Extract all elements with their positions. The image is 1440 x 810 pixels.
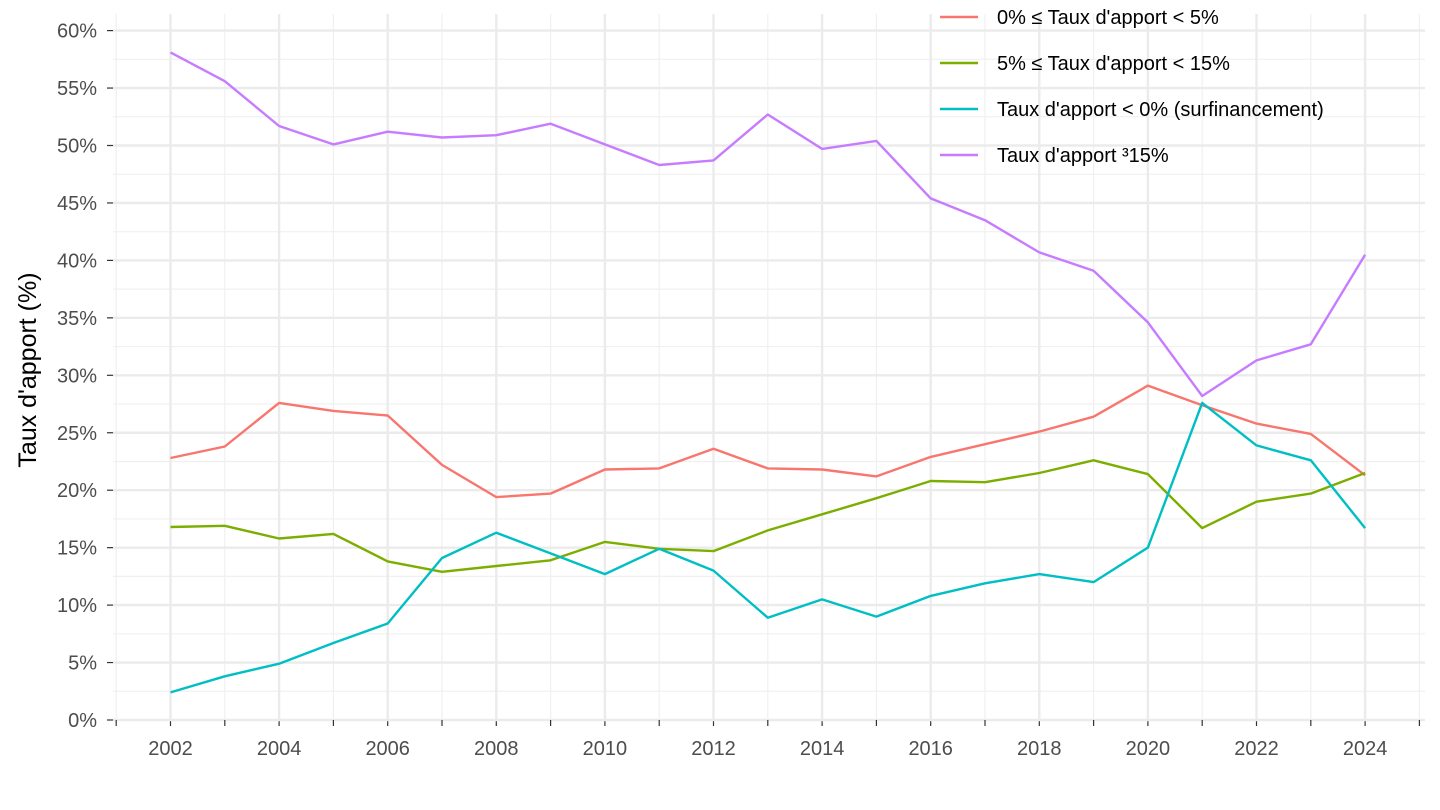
major-gridlines: [113, 14, 1425, 726]
y-axis-ticks: 0% 5% 10% 15% 20% 25% 30% 35% 40% 45% 50% 55% 60%: [57, 21, 113, 732]
legend-label: Taux d'apport ³15%: [997, 145, 1169, 167]
y-tick-label: 55%: [57, 78, 97, 100]
series-line: [170, 384, 1366, 499]
series-1: [170, 384, 1366, 499]
y-tick-label: 40%: [57, 250, 97, 272]
series-2: [170, 459, 1366, 573]
series-line: [169, 51, 1367, 398]
y-tick-label: 0%: [68, 710, 97, 732]
series-3: [170, 401, 1367, 694]
legend-item-1: 0% ≤ Taux d'apport < 5%: [940, 7, 1219, 29]
legend-label: 0% ≤ Taux d'apport < 5%: [997, 7, 1219, 29]
series-line: [170, 401, 1367, 694]
x-tick-label: 2004: [257, 738, 302, 760]
legend-item-4: Taux d'apport ³15%: [940, 145, 1169, 167]
x-tick-label: 2016: [908, 738, 953, 760]
x-tick-label: 2022: [1234, 738, 1279, 760]
x-tick-label: 2006: [365, 738, 410, 760]
y-tick-label: 60%: [57, 21, 97, 43]
x-tick-label: 2014: [800, 738, 845, 760]
x-tick-label: 2018: [1017, 738, 1062, 760]
x-tick-label: 2020: [1126, 738, 1171, 760]
x-tick-label: 2024: [1343, 738, 1388, 760]
x-tick-label: 2008: [474, 738, 519, 760]
y-tick-label: 25%: [57, 423, 97, 445]
y-tick-label: 10%: [57, 595, 97, 617]
series-4: [169, 51, 1367, 398]
legend: 0% ≤ Taux d'apport < 5% 5% ≤ Taux d'appor…: [940, 7, 1324, 167]
series-line: [170, 459, 1366, 573]
x-tick-label: 2002: [148, 738, 193, 760]
x-tick-label: 2012: [691, 738, 736, 760]
y-tick-label: 35%: [57, 308, 97, 330]
y-tick-label: 20%: [57, 480, 97, 502]
y-tick-label: 45%: [57, 193, 97, 215]
y-tick-label: 50%: [57, 136, 97, 158]
y-tick-label: 30%: [57, 365, 97, 387]
series-lines: [169, 51, 1367, 694]
legend-item-2: 5% ≤ Taux d'apport < 15%: [940, 53, 1230, 75]
x-tick-label: 2010: [583, 738, 628, 760]
legend-label: 5% ≤ Taux d'apport < 15%: [997, 53, 1230, 75]
x-axis-ticks: 2002 2004 2006 2008 2010 2012 2014 2016 2018 2020…: [115, 720, 1421, 760]
legend-label: Taux d'apport < 0% (surfinancement): [997, 99, 1324, 121]
y-tick-label: 5%: [68, 653, 97, 675]
legend-item-3: Taux d'apport < 0% (surfinancement): [940, 99, 1324, 121]
y-axis-title: Taux d'apport (%): [14, 272, 42, 467]
y-tick-label: 15%: [57, 538, 97, 560]
